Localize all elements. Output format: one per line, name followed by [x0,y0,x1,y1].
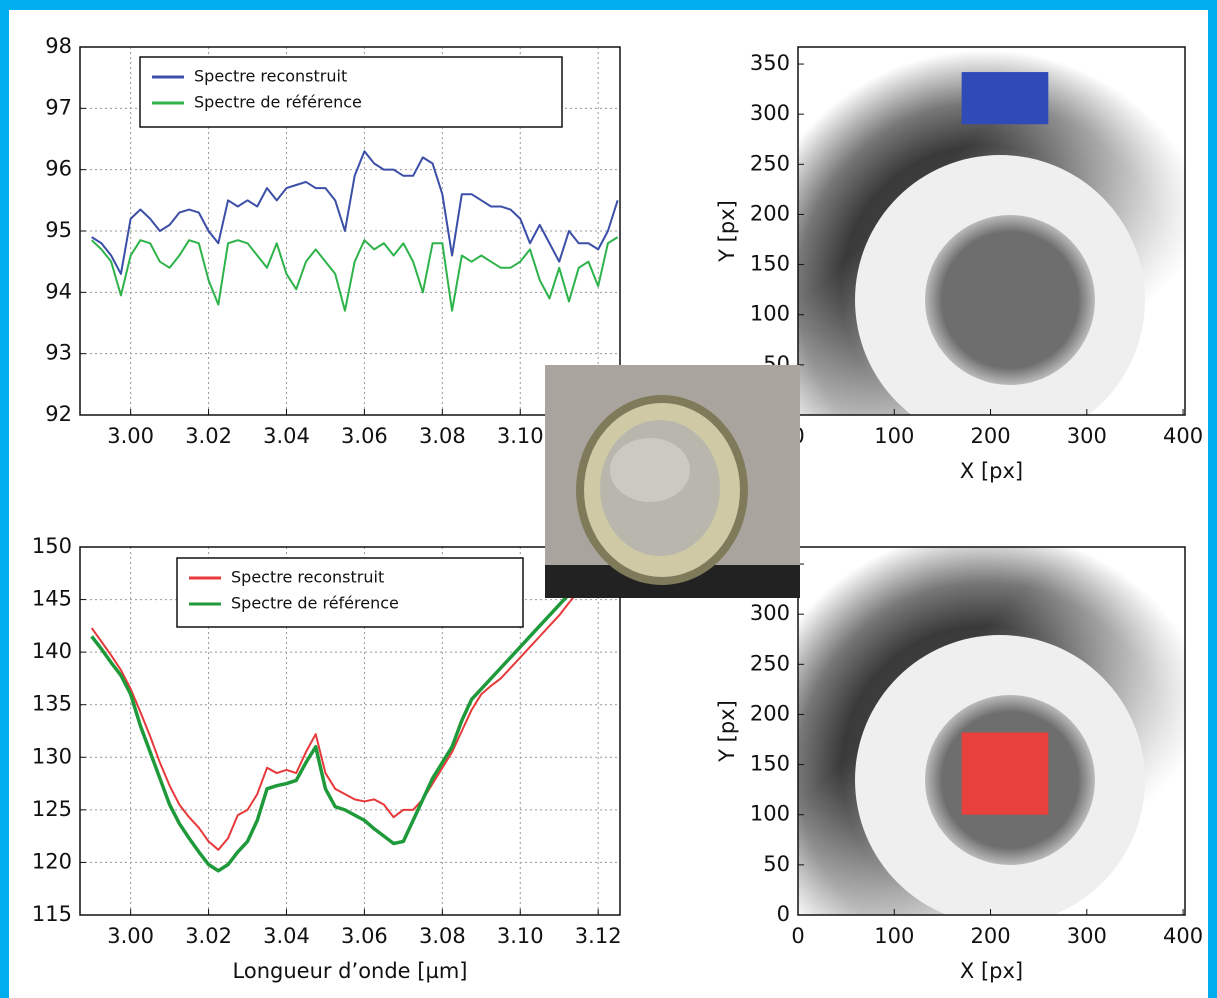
x-tick-label: 100 [874,924,914,948]
x-tick-label: 400 [1163,424,1203,448]
y-tick-label: 145 [32,587,72,611]
x-tick-label: 400 [1163,924,1203,948]
x-tick-label: 3.00 [107,424,154,448]
legend-label: Spectre reconstruit [231,568,384,587]
y-tick-label: 140 [32,639,72,663]
x-tick-label: 3.08 [419,424,466,448]
x-tick-label: 0 [791,924,804,948]
x-tick-label: 100 [874,424,914,448]
y-tick-label: 300 [750,101,790,125]
y-axis-label: Y [px] [715,200,739,263]
legend-label: Spectre reconstruit [194,67,347,86]
y-tick-label: 200 [750,201,790,225]
photo [545,365,800,598]
axes-frame [79,46,621,416]
series-line [91,236,619,312]
y-tick-label: 120 [32,849,72,873]
y-tick-label: 150 [32,534,72,558]
x-tick-label: 3.04 [263,424,310,448]
x-tick-label: 3.02 [185,424,232,448]
y-tick-label: 250 [750,151,790,175]
y-tick-label: 100 [750,802,790,826]
y-tick-label: 150 [750,252,790,276]
series-line [91,150,619,275]
roi [961,72,1049,125]
x-tick-label: 3.08 [419,924,466,948]
axes-frame [797,546,1186,916]
x-tick-label: 3.10 [497,424,544,448]
axes-frame [79,546,621,916]
x-tick-label: 300 [1067,424,1107,448]
frame-right [1208,0,1217,998]
y-tick-label: 96 [45,157,72,181]
y-axis-label: Y [px] [715,700,739,763]
y-tick-label: 98 [45,34,72,58]
frame-left [0,0,9,998]
y-tick-label: 50 [763,852,790,876]
y-tick-label: 92 [45,402,72,426]
y-tick-label: 0 [777,902,790,926]
y-tick-label: 250 [750,651,790,675]
legend-box [176,557,524,628]
x-axis-label: X [px] [960,459,1023,483]
x-tick-label: 300 [1067,924,1107,948]
image-bottom [798,547,1185,915]
roi [961,732,1049,815]
series-line [90,547,619,873]
y-tick-label: 95 [45,218,72,242]
y-tick-label: 300 [750,601,790,625]
x-tick-label: 3.12 [575,924,622,948]
x-tick-label: 3.10 [497,924,544,948]
y-tick-label: 350 [750,51,790,75]
y-tick-label: 100 [750,302,790,326]
x-tick-label: 3.00 [107,924,154,948]
y-tick-label: 115 [32,902,72,926]
legend-label: Spectre de référence [194,93,362,112]
frame-top [0,0,1217,10]
legend-box [139,56,563,128]
series-line [90,548,619,851]
y-tick-label: 94 [45,279,72,303]
x-axis-label: Longueur d’onde [µm] [233,959,468,983]
y-tick-label: 97 [45,95,72,119]
y-tick-label: 200 [750,701,790,725]
y-tick-label: 93 [45,341,72,365]
y-tick-label: 125 [32,797,72,821]
y-tick-label: 150 [750,752,790,776]
x-tick-label: 3.06 [341,924,388,948]
y-tick-label: 130 [32,744,72,768]
x-tick-label: 3.04 [263,924,310,948]
x-axis-label: X [px] [960,959,1023,983]
x-tick-label: 200 [970,924,1010,948]
x-tick-label: 200 [970,424,1010,448]
legend-label: Spectre de référence [231,594,399,613]
x-tick-label: 3.02 [185,924,232,948]
axes-frame [797,46,1186,416]
y-tick-label: 135 [32,692,72,716]
x-tick-label: 3.06 [341,424,388,448]
